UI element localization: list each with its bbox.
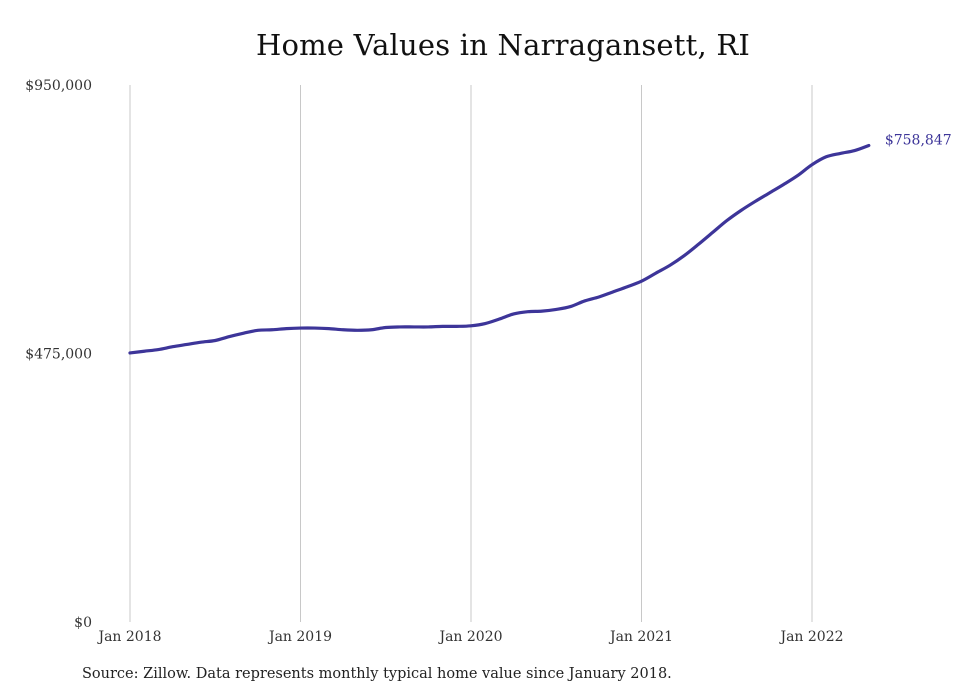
y-tick-label: $475,000 xyxy=(25,347,92,363)
x-tick-label: Jan 2021 xyxy=(608,629,673,645)
series-group: $758,847 xyxy=(128,132,952,355)
x-tick-label: Jan 2018 xyxy=(96,629,161,645)
end-value-label: $758,847 xyxy=(885,132,952,148)
x-axis-tick-labels: Jan 2018 Jan 2019 Jan 2020 Jan 2021 Jan 2022 xyxy=(96,629,843,645)
line-chart: Jan 2018 Jan 2019 Jan 2020 Jan 2021 Jan 2022… xyxy=(25,78,952,645)
vertical-grid-lines xyxy=(129,85,813,622)
y-axis-tick-labels: $0 $475,000 $950,000 xyxy=(25,78,92,631)
x-tick-label: Jan 2020 xyxy=(437,629,502,645)
series-line xyxy=(128,143,871,355)
y-tick-label: $0 xyxy=(74,615,92,631)
chart-title: Home Values in Narragansett, RI xyxy=(255,28,751,62)
source-note: Source: Zillow. Data represents monthly … xyxy=(82,666,672,682)
y-tick-label: $950,000 xyxy=(25,78,92,94)
x-tick-label: Jan 2019 xyxy=(267,629,332,645)
x-tick-label: Jan 2022 xyxy=(778,629,843,645)
